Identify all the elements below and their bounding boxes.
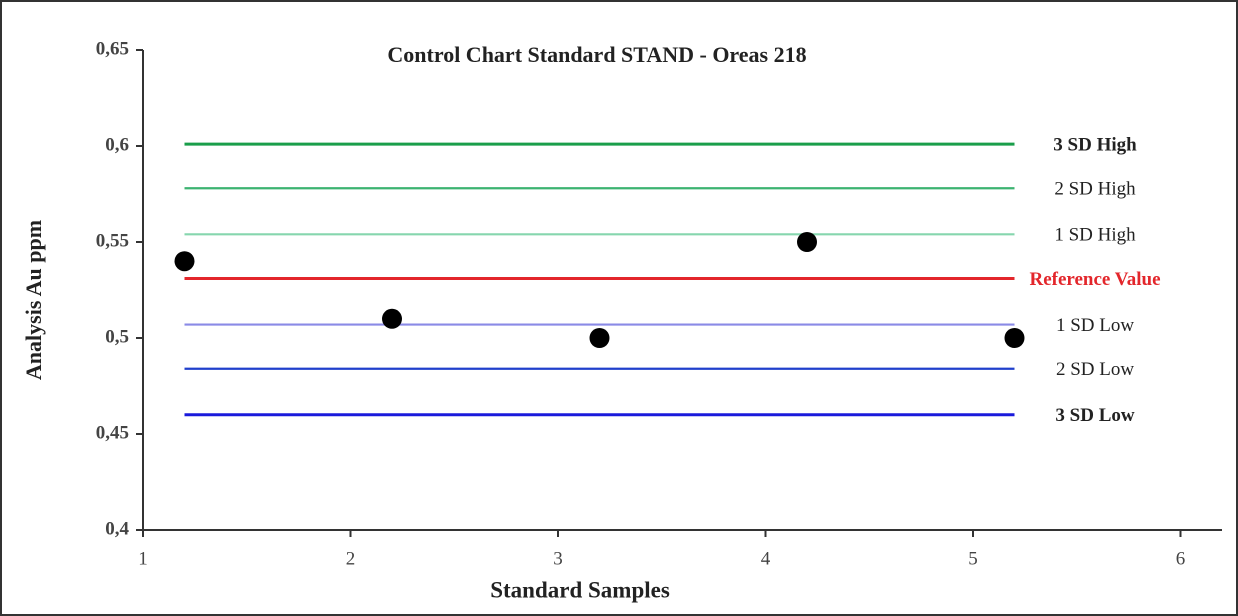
reference-label: 3 SD Low [1055, 405, 1134, 426]
y-tick-label: 0,45 [96, 422, 129, 443]
chart-title: Control Chart Standard STAND - Oreas 218 [387, 42, 806, 67]
reference-label: 1 SD High [1054, 225, 1136, 246]
y-tick-label: 0,6 [105, 134, 129, 155]
reference-label: 2 SD High [1054, 179, 1136, 200]
data-point [1004, 328, 1025, 348]
data-point [589, 328, 610, 348]
y-tick-label: 0,5 [105, 326, 129, 347]
y-axis-label: Analysis Au ppm [21, 220, 46, 380]
reference-label: 2 SD Low [1056, 359, 1134, 380]
x-tick-label: 5 [968, 548, 978, 569]
x-tick-label: 4 [761, 548, 771, 569]
x-tick-label: 3 [553, 548, 563, 569]
x-tick-label: 2 [346, 548, 356, 569]
x-tick-label: 1 [138, 548, 148, 569]
x-tick-label: 6 [1176, 548, 1186, 569]
data-point [797, 232, 817, 252]
reference-label: 3 SD High [1053, 134, 1137, 155]
y-tick-label: 0,55 [96, 230, 129, 251]
y-tick-label: 0,4 [105, 518, 129, 539]
data-point [382, 308, 402, 329]
reference-label: 1 SD Low [1056, 315, 1134, 336]
y-tick-label: 0,65 [96, 38, 129, 59]
data-point [174, 251, 195, 272]
reference-label: Reference Value [1029, 269, 1160, 290]
x-axis-label: Standard Samples [490, 577, 670, 602]
